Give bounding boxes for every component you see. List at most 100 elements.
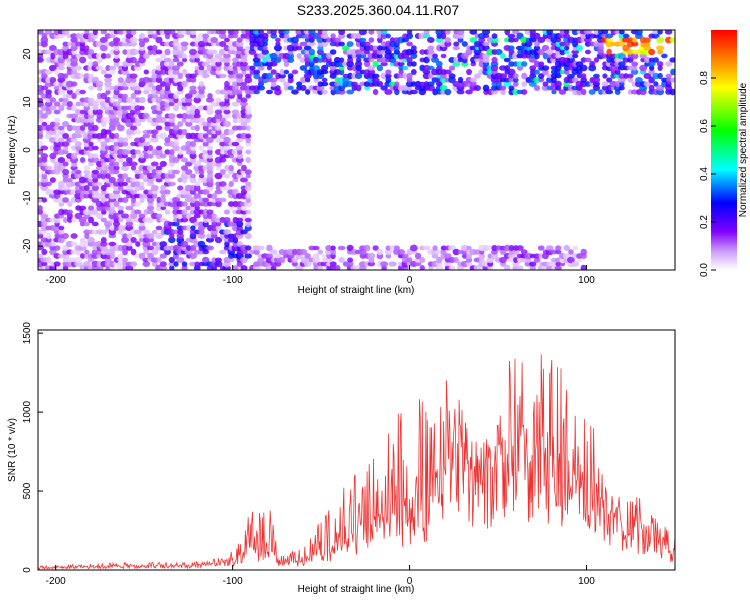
spectrogram-cell [125, 157, 133, 163]
spectrogram-cell [218, 33, 227, 39]
spectrogram-cell [669, 77, 675, 83]
spectrogram-cell [304, 253, 311, 259]
spectrogram-cell [533, 76, 541, 84]
spectrogram-cell [134, 201, 142, 207]
spectrogram-cell [223, 216, 231, 224]
spectrogram-cell [584, 30, 592, 35]
spectrogram-cell [214, 137, 223, 143]
spectrogram-cell [533, 85, 541, 91]
spectrogram-cell [358, 30, 367, 36]
spectrogram-cell [563, 33, 571, 39]
spectrogram-cell [150, 184, 159, 192]
spectrogram-cell [482, 30, 491, 36]
spectrogram-cell [197, 233, 206, 239]
spectrogram-cell [283, 61, 290, 67]
spectrogram-cell [235, 113, 244, 119]
spectrogram-cell [245, 156, 251, 164]
spectrogram-cell [300, 49, 307, 55]
spectrogram-cell [393, 245, 400, 251]
spectrogram-cell [54, 121, 60, 127]
spectrogram-cell [338, 257, 345, 263]
spectrogram-cell [108, 169, 116, 175]
spectrogram-cell [474, 73, 481, 79]
spectrogram-cell [593, 30, 600, 35]
spectrogram-cell [432, 53, 438, 59]
spectrogram-cell [563, 41, 570, 47]
spectrogram-cell [270, 85, 277, 91]
spectrogram-cell [631, 61, 639, 67]
spectrogram-cell [355, 60, 363, 68]
spectrogram-cell [223, 120, 231, 128]
spectrogram-x-label: Height of straight line (km) [298, 285, 415, 296]
spectrogram-cell [122, 49, 128, 55]
spectrogram-cell [372, 45, 379, 51]
spectrogram-cell [113, 257, 120, 263]
spectrogram-cell [181, 208, 188, 216]
spectrogram-cell [189, 33, 197, 39]
spectrogram-cell [338, 30, 346, 35]
snr-series [38, 354, 675, 570]
spectrogram-cell [88, 141, 94, 147]
colorbar-tick-label: 0.0 [699, 263, 710, 277]
spectrogram-cell [79, 101, 86, 107]
spectrogram-cell [83, 193, 91, 199]
spectrogram-cell [235, 137, 244, 143]
spectrogram-cell [185, 225, 192, 231]
spectrogram-cell [105, 173, 111, 179]
spectrogram-cell [652, 33, 660, 39]
spectrogram-cell [163, 61, 172, 67]
spectrogram-cell [66, 124, 73, 132]
spectrogram-cell [316, 72, 325, 80]
spectrogram-cell [520, 249, 528, 255]
spectrogram-cell [155, 145, 163, 151]
spectrogram-cell [426, 65, 435, 71]
spectrogram-cell [62, 233, 69, 239]
spectrogram-cell [50, 52, 56, 60]
spectrogram-cell [155, 148, 163, 156]
spectrogram-cell [70, 37, 78, 43]
spectrogram-cell [350, 81, 358, 87]
spectrogram-cell [96, 181, 103, 187]
spectrogram-cell [189, 196, 197, 204]
spectrogram-cell [155, 168, 163, 176]
spectrogram-cell [521, 72, 528, 80]
spectrogram-cell [70, 81, 78, 87]
spectrogram-cell [572, 40, 579, 48]
spectrogram-cell [189, 141, 197, 147]
spectrogram-cell [181, 128, 188, 136]
spectrogram-cell [83, 48, 90, 56]
spectrogram-cell [164, 149, 171, 155]
spectrogram-cell [79, 205, 87, 211]
spectrogram-cell [202, 141, 209, 147]
spectrogram-cell [224, 105, 230, 111]
spectrogram-cell [87, 129, 95, 135]
spectrogram-cell [172, 65, 180, 71]
spectrogram-cell [168, 97, 175, 103]
spectrogram-cell [469, 30, 478, 35]
spectrogram-cell [567, 36, 575, 44]
spectrogram-cell [40, 177, 49, 183]
x-tick-label: -100 [223, 576, 243, 587]
spectrogram-cell [70, 53, 78, 59]
spectrogram-cell [227, 169, 235, 175]
spectrogram-cell [130, 189, 137, 195]
spectrogram-cell [211, 133, 218, 139]
spectrogram-cell [275, 85, 281, 91]
spectrogram-cell [266, 244, 273, 252]
spectrogram-cell [150, 137, 159, 143]
spectrogram-cell [215, 185, 222, 191]
spectrogram-cell [239, 61, 248, 67]
spectrogram-cell [45, 181, 52, 187]
spectrogram-cell [57, 56, 66, 64]
spectrogram-cell [219, 249, 227, 255]
spectrogram-cell [326, 52, 332, 60]
spectrogram-cell [116, 124, 125, 132]
spectrogram-cell [53, 101, 61, 107]
spectrogram-cell [45, 109, 52, 115]
spectrogram-cell [581, 88, 587, 96]
spectrogram-cell [245, 125, 251, 131]
spectrogram-cell [223, 57, 231, 63]
spectrogram-cell [104, 96, 112, 104]
spectrogram-cell [478, 60, 485, 68]
